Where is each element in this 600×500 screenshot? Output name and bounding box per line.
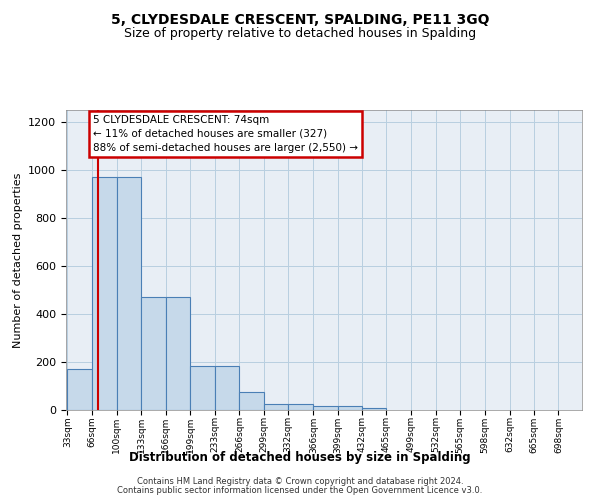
Bar — [215, 366, 239, 410]
Bar — [92, 177, 117, 410]
Text: Contains public sector information licensed under the Open Government Licence v3: Contains public sector information licen… — [118, 486, 482, 495]
Bar — [67, 369, 92, 410]
Bar — [338, 406, 362, 410]
Text: Size of property relative to detached houses in Spalding: Size of property relative to detached ho… — [124, 28, 476, 40]
Text: 5, CLYDESDALE CRESCENT, SPALDING, PE11 3GQ: 5, CLYDESDALE CRESCENT, SPALDING, PE11 3… — [111, 12, 489, 26]
Bar — [190, 366, 215, 410]
Text: Contains HM Land Registry data © Crown copyright and database right 2024.: Contains HM Land Registry data © Crown c… — [137, 477, 463, 486]
Bar — [239, 392, 264, 410]
Text: 5 CLYDESDALE CRESCENT: 74sqm
← 11% of detached houses are smaller (327)
88% of s: 5 CLYDESDALE CRESCENT: 74sqm ← 11% of de… — [94, 115, 358, 153]
Bar — [264, 404, 288, 410]
Bar — [166, 297, 190, 410]
Bar — [288, 404, 313, 410]
Bar — [141, 297, 166, 410]
Bar — [313, 406, 338, 410]
Y-axis label: Number of detached properties: Number of detached properties — [13, 172, 23, 348]
Text: Distribution of detached houses by size in Spalding: Distribution of detached houses by size … — [129, 451, 471, 464]
Bar — [362, 408, 386, 410]
Bar — [117, 177, 141, 410]
